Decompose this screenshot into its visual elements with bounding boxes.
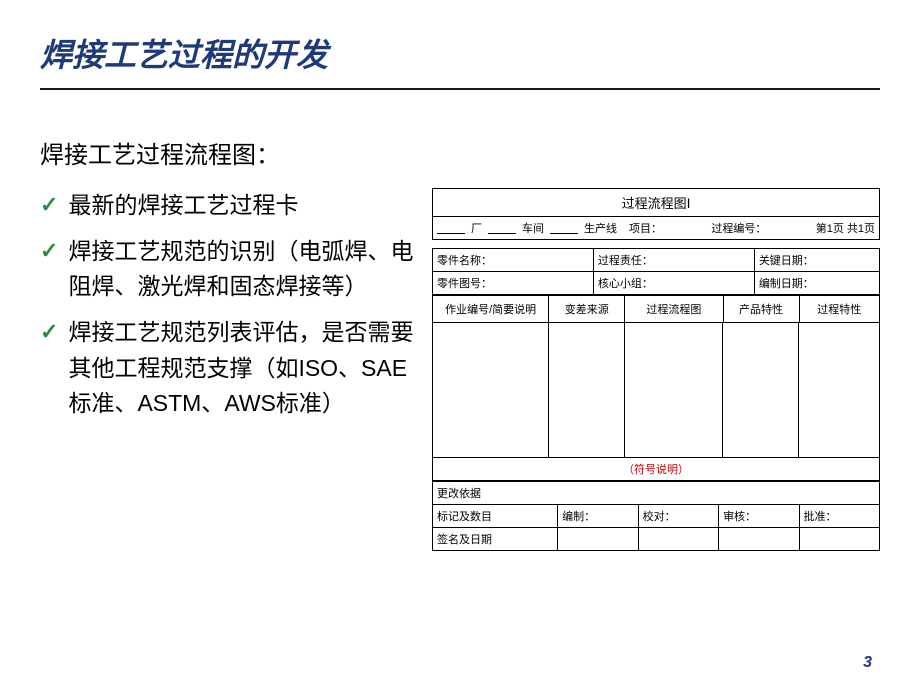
col-header: 作业编号/简要说明 (433, 296, 549, 323)
bullet-text: 最新的焊接工艺过程卡 (68, 188, 298, 224)
blank-field (488, 223, 516, 234)
cell-review: 审核： (719, 505, 799, 528)
label-factory: 厂 (471, 220, 482, 236)
info-table: 零件名称： 过程责任： 关键日期： 零件图号： 核心小组： 编制日期： (432, 248, 880, 295)
cell-mark-count: 标记及数目 (433, 505, 558, 528)
form-body-col (433, 323, 549, 457)
cell-approve: 批准： (799, 505, 879, 528)
content-row: ✓ 最新的焊接工艺过程卡 ✓ 焊接工艺规范的识别（电弧焊、电阻焊、激光焊和固态焊… (40, 188, 880, 551)
form-body-col (549, 323, 625, 457)
slide-subtitle: 焊接工艺过程流程图： (40, 135, 880, 170)
label-page: 第1页 共1页 (816, 220, 875, 236)
form-header-row: 厂 车间 生产线 项目： 过程编号： 第1页 共1页 (432, 216, 880, 240)
title-divider (40, 88, 880, 90)
bullet-item: ✓ 最新的焊接工艺过程卡 (40, 188, 420, 224)
cell-empty (719, 528, 799, 551)
label-process-no: 过程编号： (711, 220, 766, 236)
process-flow-form: 过程流程图Ⅰ 厂 车间 生产线 项目： 过程编号： 第1页 共1页 零件名称： … (432, 188, 880, 551)
form-body-col (723, 323, 799, 457)
bullet-list: ✓ 最新的焊接工艺过程卡 ✓ 焊接工艺规范的识别（电弧焊、电阻焊、激光焊和固态焊… (40, 188, 420, 551)
form-title: 过程流程图Ⅰ (432, 188, 880, 216)
check-icon: ✓ (40, 315, 58, 349)
bullet-text: 焊接工艺规范的识别（电弧焊、电阻焊、激光焊和固态焊接等） (68, 234, 420, 305)
form-body (432, 323, 880, 458)
cell-check: 校对： (638, 505, 718, 528)
cell-compile: 编制： (558, 505, 638, 528)
cell-compile-date: 编制日期： (754, 272, 879, 295)
cell-empty (638, 528, 718, 551)
page-number: 3 (863, 654, 872, 672)
col-header: 变差来源 (549, 296, 625, 323)
col-header: 过程特性 (799, 296, 879, 323)
cell-part-no: 零件图号： (433, 272, 594, 295)
slide-title: 焊接工艺过程的开发 (40, 30, 880, 76)
bullet-item: ✓ 焊接工艺规范列表评估，是否需要其他工程规范支撑（如ISO、SAE标准、AST… (40, 315, 420, 422)
label-line: 生产线 (584, 220, 617, 236)
cell-empty (799, 528, 879, 551)
col-header: 过程流程图 (625, 296, 723, 323)
footer-table: 更改依据 标记及数目 编制： 校对： 审核： 批准： 签名及日期 (432, 481, 880, 551)
form-body-col (625, 323, 723, 457)
col-header: 产品特性 (723, 296, 799, 323)
cell-change-basis: 更改依据 (433, 482, 880, 505)
blank-field (437, 223, 465, 234)
label-workshop: 车间 (522, 220, 544, 236)
blank-field (550, 223, 578, 234)
form-body-col (799, 323, 879, 457)
cell-empty (558, 528, 638, 551)
symbol-legend: （符号说明） (432, 458, 880, 481)
cell-sign-date: 签名及日期 (433, 528, 558, 551)
check-icon: ✓ (40, 188, 58, 222)
check-icon: ✓ (40, 234, 58, 268)
bullet-item: ✓ 焊接工艺规范的识别（电弧焊、电阻焊、激光焊和固态焊接等） (40, 234, 420, 305)
columns-header: 作业编号/简要说明 变差来源 过程流程图 产品特性 过程特性 (432, 295, 880, 323)
cell-core-team: 核心小组： (593, 272, 754, 295)
cell-key-date: 关键日期： (754, 249, 879, 272)
label-project: 项目： (629, 220, 662, 236)
bullet-text: 焊接工艺规范列表评估，是否需要其他工程规范支撑（如ISO、SAE标准、ASTM、… (68, 315, 420, 422)
cell-responsibility: 过程责任： (593, 249, 754, 272)
cell-part-name: 零件名称： (433, 249, 594, 272)
